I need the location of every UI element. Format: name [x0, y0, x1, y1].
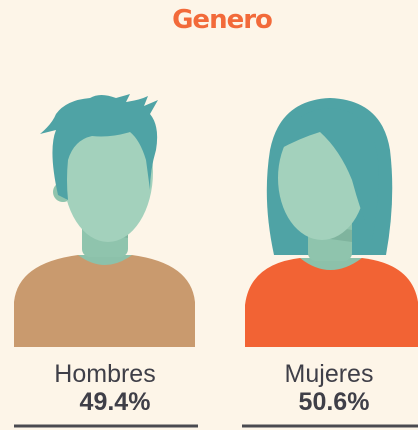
item-value: 49.4% — [80, 388, 151, 416]
item-value: 50.6% — [299, 388, 370, 416]
item-label: Hombres — [54, 360, 155, 388]
woman-hair-front — [278, 108, 379, 240]
man-hair — [40, 94, 158, 200]
man-body — [14, 255, 195, 347]
man-collar — [78, 255, 132, 265]
item-label: Mujeres — [285, 360, 374, 388]
title: Genero — [172, 5, 272, 35]
man-figure — [14, 94, 195, 347]
woman-figure — [245, 98, 418, 347]
woman-collar — [300, 258, 362, 270]
woman-body — [245, 258, 418, 347]
